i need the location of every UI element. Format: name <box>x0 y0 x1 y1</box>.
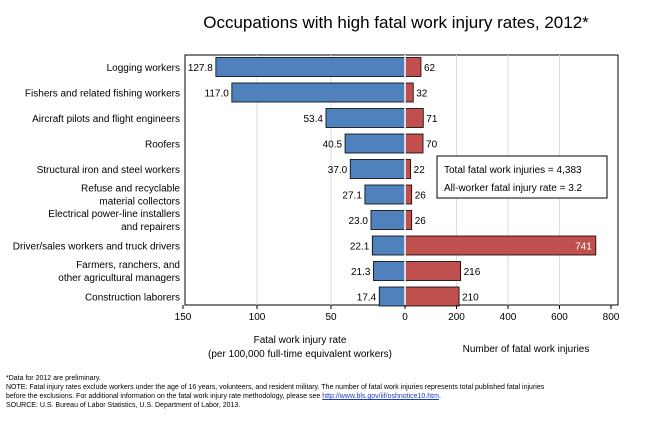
rate-value-label: 127.8 <box>188 63 213 74</box>
rate-value-label: 53.4 <box>303 114 323 125</box>
rate-bar <box>378 286 406 307</box>
category-label: Electrical power-line installers <box>48 209 180 220</box>
category-label: Aircraft pilots and flight engineers <box>32 114 180 125</box>
category-label: Structural iron and steel workers <box>37 165 180 176</box>
footnote-note-line2: before the exclusions. For additional in… <box>6 392 441 401</box>
rate-bar <box>344 133 406 154</box>
footnote-note-end: . <box>438 393 441 400</box>
count-value-label: 71 <box>426 114 438 125</box>
count-value-label: 210 <box>462 293 479 304</box>
count-axis-tick-label: 600 <box>551 312 568 323</box>
category-label: Driver/sales workers and truck drivers <box>13 242 180 253</box>
rate-value-label: 117.0 <box>205 89 230 100</box>
rate-value-label: 22.1 <box>350 242 370 253</box>
rate-bar <box>215 57 406 77</box>
count-bar <box>404 184 413 205</box>
rate-value-label: 17.4 <box>357 293 377 304</box>
rate-value-label: 40.5 <box>323 140 343 151</box>
category-label: Construction laborers <box>85 293 180 304</box>
chart: Occupations with high fatal work injury … <box>13 13 620 360</box>
methodology-link[interactable]: http://www.bls.gov/iif/oshnotice10.htm <box>322 393 439 400</box>
count-bar <box>404 286 460 307</box>
category-label: Fishers and related fishing workers <box>25 89 180 100</box>
count-value-label: 26 <box>415 216 427 227</box>
footnote-note-line1: NOTE: Fatal injury rates exclude workers… <box>6 384 545 391</box>
rate-axis-tick-label: 150 <box>175 312 192 323</box>
count-value-label: 216 <box>464 267 481 278</box>
count-value-label: 70 <box>426 140 438 151</box>
category-label: and repairers <box>121 222 180 233</box>
count-axis-tick-label: 800 <box>603 312 620 323</box>
category-label: material collectors <box>99 197 180 208</box>
count-bar <box>404 108 424 128</box>
category-label: Refuse and recyclable <box>81 184 180 195</box>
count-value-label: 26 <box>415 191 427 202</box>
footnote-preliminary: *Data for 2012 are preliminary. <box>6 375 101 382</box>
footnote-source: SOURCE: U.S. Bureau of Labor Statistics,… <box>6 402 241 409</box>
rate-axis-tick-label: 0 <box>402 312 408 323</box>
rate-value-label: 21.3 <box>351 267 371 278</box>
category-label: Roofers <box>145 140 180 151</box>
category-label: Logging workers <box>107 63 180 74</box>
rate-bar <box>370 210 406 230</box>
axis-layer: 150 100 50 0 200 400 600 800 <box>175 305 620 323</box>
count-axis-tick-label: 400 <box>500 312 517 323</box>
rate-axis-tick-label: 50 <box>325 312 337 323</box>
count-bar <box>404 57 422 77</box>
rate-axis-tick-label: 100 <box>249 312 266 323</box>
right-axis-label: Number of fatal work injuries <box>463 344 590 355</box>
rate-bar <box>364 184 406 205</box>
count-bar <box>404 82 414 103</box>
count-bar <box>404 261 462 281</box>
annotation-box: Total fatal work injuries = 4,383 All-wo… <box>436 155 608 199</box>
rate-bar <box>349 159 406 179</box>
count-value-label: 62 <box>424 63 436 74</box>
left-axis-label-line2: (per 100,000 full-time equivalent worker… <box>208 349 392 360</box>
rate-value-label: 37.0 <box>328 165 348 176</box>
count-value-label: 22 <box>414 165 426 176</box>
count-axis-tick-label: 200 <box>448 312 465 323</box>
bar-layer <box>215 55 597 307</box>
label-layer: 127.8 62 Logging workers 117.0 32 Fishers and… <box>13 63 593 304</box>
count-bar <box>404 133 424 154</box>
rate-bar <box>373 261 406 281</box>
rate-value-label: 23.0 <box>348 216 368 227</box>
count-value-label: 32 <box>416 89 428 100</box>
rate-bar <box>371 235 406 256</box>
annotation-total: Total fatal work injuries = 4,383 <box>444 165 582 176</box>
rate-bar <box>231 82 406 103</box>
count-bar <box>404 235 597 256</box>
category-label: other agricultural managers <box>58 273 180 284</box>
count-bar <box>404 159 412 179</box>
category-label: Farmers, ranchers, and <box>76 260 180 271</box>
rate-bar <box>325 108 406 128</box>
count-bar <box>404 210 413 230</box>
annotation-rate: All-worker fatal injury rate = 3.2 <box>444 183 583 194</box>
rate-value-label: 27.1 <box>342 191 362 202</box>
left-axis-label-line1: Fatal work injury rate <box>254 335 347 346</box>
footnote-note-text: before the exclusions. For additional in… <box>6 393 323 400</box>
count-value-label: 741 <box>575 242 592 253</box>
chart-title: Occupations with high fatal work injury … <box>203 13 589 32</box>
